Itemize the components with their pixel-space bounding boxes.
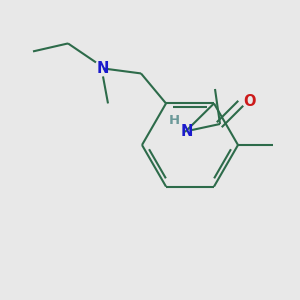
Text: O: O — [243, 94, 255, 110]
Text: H: H — [168, 115, 180, 128]
Text: N: N — [97, 61, 109, 76]
Text: N: N — [181, 124, 193, 140]
